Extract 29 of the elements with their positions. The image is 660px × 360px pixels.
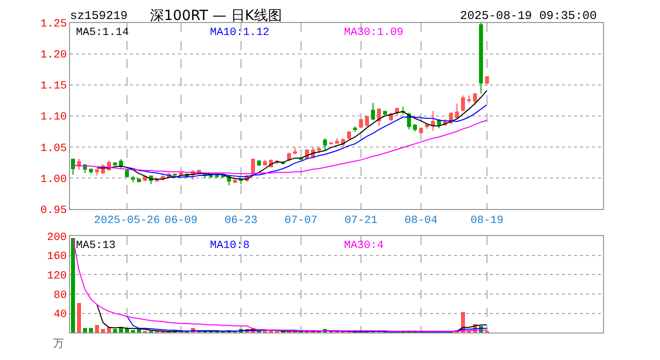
y-tick-label: 1.00 (40, 174, 67, 186)
y-tick-label: 40 (54, 309, 67, 322)
text: MA30:4 (344, 240, 384, 252)
y-tick-label: 160 (46, 251, 67, 264)
chart-subtitle: sz159219 (70, 9, 128, 23)
text: MA5:13 (76, 240, 116, 252)
chart-title: 深100RT — 日K线图 (150, 8, 282, 24)
x-tick-label: 08-04 (404, 215, 438, 228)
text: MA10:8 (210, 240, 250, 252)
y-tick-label: 200 (46, 232, 67, 244)
x-tick-label: 07-07 (284, 215, 318, 228)
x-tick-label: 2025-05-26 (94, 215, 160, 228)
x-tick-label: 08-19 (470, 215, 504, 228)
y-axis-title: 万 (53, 337, 64, 350)
y-tick-label: 120 (46, 270, 67, 283)
y-tick-label: 1.15 (40, 80, 67, 93)
y-tick-label: 0.95 (40, 204, 67, 217)
text: MA5:1.14 (76, 27, 130, 39)
text: MA10:1.12 (210, 27, 270, 39)
text: MA30:1.09 (344, 27, 404, 39)
annotation: 2025-08-19 09:35:00 (460, 9, 597, 23)
y-tick-label: 1.20 (40, 50, 67, 62)
y-tick-label: 1.10 (40, 112, 67, 124)
x-tick-label: 06-23 (224, 215, 258, 228)
x-tick-label: 07-21 (344, 215, 378, 228)
y-tick-label: 1.25 (40, 18, 67, 31)
y-tick-label: 1.05 (40, 142, 67, 155)
y-tick-label: 80 (54, 290, 67, 302)
x-tick-label: 06-09 (164, 215, 198, 228)
